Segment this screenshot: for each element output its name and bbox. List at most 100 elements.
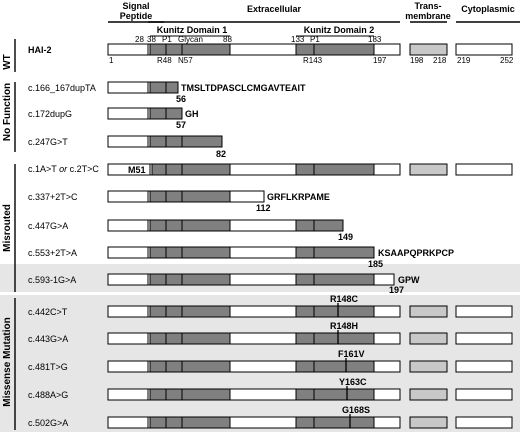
kunitz-domain-1-label: Kunitz Domain 1 — [157, 25, 228, 35]
row-5-kunitz-1 — [149, 190, 231, 203]
row-10-mutation-label: R148H — [330, 321, 358, 331]
row-4-cytoplasmic — [455, 163, 513, 176]
extracellular-header: Extracellular — [247, 4, 302, 14]
signal-peptide-header-line1: Signal — [122, 1, 149, 11]
row-10-label: c.443G>A — [28, 334, 68, 344]
row-13-kunitz-2 — [295, 416, 375, 429]
wt-position-219: 219 — [457, 56, 471, 65]
wt-position-88: 88 — [223, 35, 232, 44]
wt-position-28: 28 — [135, 35, 144, 44]
row-1-tail-sequence: TMSLTDPASCLCMGAVTEAIT — [181, 83, 306, 93]
row-3-label: c.247G>T — [28, 137, 68, 147]
row-13-label: c.502G>A — [28, 418, 68, 428]
wt-row-label: HAI-2 — [28, 45, 52, 55]
row-13-mutation-label: G168S — [342, 405, 370, 415]
row-7-end-position: 185 — [368, 259, 383, 269]
row-12-kunitz-1 — [149, 388, 231, 401]
no-function-group-label: No Function — [2, 83, 13, 141]
row-13-extracellular — [147, 416, 401, 429]
row-8-kunitz-1 — [149, 273, 231, 286]
missense-group-label: Missense Mutation — [2, 317, 13, 406]
row-1-label: c.166_167dupTA — [28, 83, 96, 93]
row-6-kunitz-1 — [149, 219, 231, 232]
transmembrane-header-line1: Trans- — [414, 1, 441, 11]
row-11-kunitz-2 — [295, 360, 375, 373]
row-4-label: c.1A>T or c.2T>C — [28, 164, 99, 174]
row-9-transmembrane — [409, 305, 448, 318]
wt-cytoplasmic — [455, 43, 513, 56]
misrouted-group-label: Misrouted — [2, 204, 13, 252]
row-11-extracellular — [147, 360, 401, 373]
row-7-tail-sequence: KSAAPQPRKPCP — [378, 248, 454, 258]
wt-p1-label-b: P1 — [310, 35, 320, 44]
row-3-kunitz-1 — [149, 135, 223, 148]
row-11-transmembrane — [409, 360, 448, 373]
row-4-transmembrane — [409, 163, 448, 176]
row-9-extracellular — [147, 305, 401, 318]
kunitz-domain-2-label: Kunitz Domain 2 — [304, 25, 375, 35]
row-12-cytoplasmic — [455, 388, 513, 401]
row-13-cytoplasmic — [455, 416, 513, 429]
row-12-transmembrane — [409, 388, 448, 401]
row-8-label: c.593-1G>A — [28, 275, 76, 285]
row-6-kunitz-2 — [295, 219, 344, 232]
row-4-kunitz-2 — [295, 163, 375, 176]
row-8-extracellular — [147, 273, 395, 286]
wt-group-label: WT — [2, 54, 13, 70]
row-11-kunitz-1 — [149, 360, 231, 373]
cytoplasmic-header: Cytoplasmic — [461, 4, 515, 14]
row-2-label: c.172dupG — [28, 109, 72, 119]
row-1-kunitz-1 — [149, 81, 179, 94]
row-10-transmembrane — [409, 332, 448, 345]
wt-position-218: 218 — [433, 56, 447, 65]
row-11-cytoplasmic — [455, 360, 513, 373]
wt-kunitz-domain-1 — [149, 43, 231, 56]
row-12-kunitz-2 — [295, 388, 375, 401]
wt-position-197: 197 — [373, 56, 387, 65]
wt-position-252: 252 — [500, 56, 514, 65]
row-9-kunitz-1 — [149, 305, 231, 318]
wt-position-183: 183 — [368, 35, 382, 44]
row-7-label: c.553+2T>A — [28, 248, 77, 258]
row-8-kunitz-2 — [295, 273, 375, 286]
row-12-label: c.488A>G — [28, 390, 68, 400]
row-5-end-position: 112 — [256, 203, 271, 213]
row-4-extracellular — [149, 163, 401, 176]
row-10-extracellular — [147, 332, 401, 345]
wt-extracellular — [147, 43, 401, 56]
wt-position-198: 198 — [410, 56, 424, 65]
wt-glycan-label: Glycan — [178, 35, 203, 44]
row-3-end-position: 82 — [216, 149, 226, 159]
row-5-tail-sequence: GRFLKRPAME — [267, 192, 330, 202]
wt-residue-r48: R48 — [157, 56, 172, 65]
row-4-start-residue: M51 — [128, 165, 146, 175]
wt-kunitz-domain-2 — [295, 43, 375, 56]
row-10-kunitz-1 — [149, 332, 231, 345]
row-11-label: c.481T>G — [28, 362, 68, 372]
row-6-end-position: 149 — [338, 232, 353, 242]
wt-p1-label-a: P1 — [162, 35, 172, 44]
wt-position-133: 133 — [291, 35, 305, 44]
row-2-end-position: 57 — [176, 120, 186, 130]
signal-peptide-header-line2: Peptide — [120, 11, 153, 21]
row-8-tail-sequence: GPW — [398, 275, 420, 285]
row-12-extracellular — [147, 388, 401, 401]
row-7-kunitz-2 — [295, 246, 375, 259]
transmembrane-header-line2: membrane — [405, 11, 451, 21]
row-1-end-position: 56 — [176, 94, 186, 104]
wt-residue-n57: N57 — [178, 56, 193, 65]
wt-position-38: 38 — [147, 35, 156, 44]
row-5-label: c.337+2T>C — [28, 192, 78, 202]
row-11-mutation-label: F161V — [338, 349, 365, 359]
row-7-kunitz-1 — [149, 246, 231, 259]
row-13-transmembrane — [409, 416, 448, 429]
row-6-label: c.447G>A — [28, 221, 68, 231]
row-9-cytoplasmic — [455, 305, 513, 318]
row-12-mutation-label: Y163C — [339, 377, 367, 387]
row-10-cytoplasmic — [455, 332, 513, 345]
wt-position-1: 1 — [109, 56, 114, 65]
row-10-kunitz-2 — [295, 332, 375, 345]
row-9-mutation-label: R148C — [330, 294, 359, 304]
row-2-tail-sequence: GH — [185, 109, 199, 119]
